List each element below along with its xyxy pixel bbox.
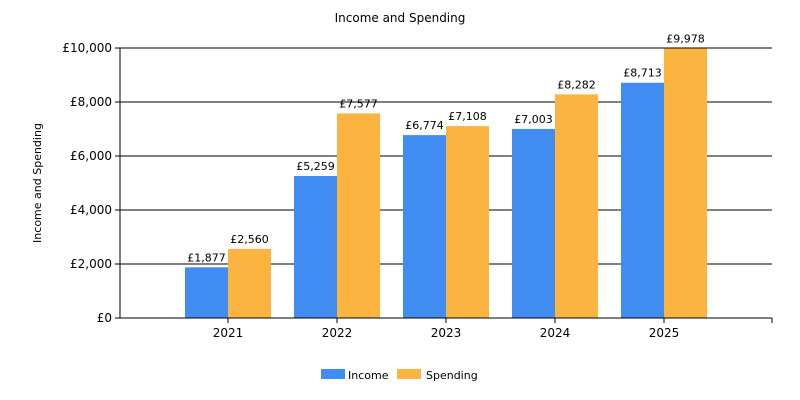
bar-spending <box>664 48 707 319</box>
bar-income <box>294 176 337 318</box>
chart-title: Income and Spending <box>335 11 466 25</box>
data-label: £6,774 <box>405 119 444 132</box>
x-tick-label: 2023 <box>431 326 462 340</box>
bar-income <box>512 128 555 318</box>
data-label: £7,577 <box>339 97 378 110</box>
y-axis-label: Income and Spending <box>31 123 44 243</box>
data-labels: £1,877 £5,259 £6,774 £7,003 £8,713 £2,560 £7,5… <box>187 33 705 265</box>
y-tick-label: £0 <box>97 311 112 325</box>
data-label: £8,713 <box>623 67 662 80</box>
y-tick-label: £6,000 <box>70 149 112 163</box>
x-tick-label: 2021 <box>213 326 244 340</box>
axes: £0 £2,000 £4,000 £6,000 £8,000 £10,000 2021 202… <box>62 41 773 340</box>
legend-swatch <box>397 369 421 379</box>
data-label: £8,282 <box>557 78 596 91</box>
y-tick-label: £2,000 <box>70 257 112 271</box>
data-label: £2,560 <box>230 233 269 246</box>
data-label: £1,877 <box>187 251 226 264</box>
bar-income <box>621 82 664 319</box>
data-label: £7,108 <box>448 110 487 123</box>
data-label: £5,259 <box>296 160 335 173</box>
bars <box>185 48 707 319</box>
bar-income <box>185 267 228 318</box>
legend: Income Spending <box>321 369 478 382</box>
bar-spending <box>228 248 271 318</box>
y-tick-label: £10,000 <box>62 41 112 55</box>
legend-swatch <box>321 369 345 379</box>
x-tick-label: 2022 <box>322 326 353 340</box>
y-tick-label: £4,000 <box>70 203 112 217</box>
bar-income <box>403 135 446 318</box>
legend-label: Spending <box>426 369 478 382</box>
x-tick-label: 2025 <box>649 326 680 340</box>
bar-spending <box>446 126 489 318</box>
bar-spending <box>555 94 598 318</box>
data-label: £7,003 <box>514 113 553 126</box>
bar-spending <box>337 113 380 319</box>
legend-label: Income <box>348 369 389 382</box>
x-tick-label: 2024 <box>540 326 571 340</box>
data-label: £9,978 <box>666 33 705 46</box>
y-tick-label: £8,000 <box>70 95 112 109</box>
